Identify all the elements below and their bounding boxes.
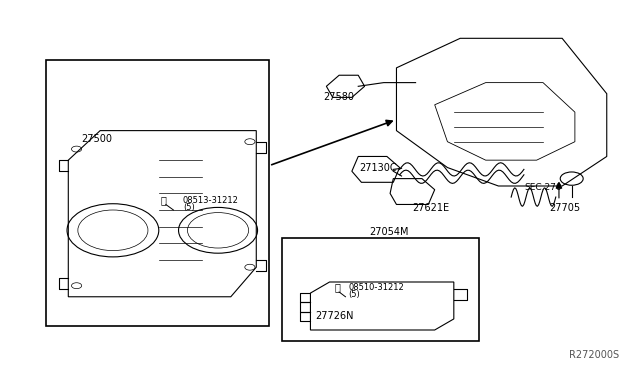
Text: 08510-31212: 08510-31212: [349, 283, 404, 292]
Text: SEC.270: SEC.270: [524, 183, 561, 192]
Text: 27726N: 27726N: [315, 311, 353, 321]
Text: 27580: 27580: [324, 92, 355, 102]
Text: (5): (5): [183, 202, 195, 212]
Text: Ⓢ: Ⓢ: [161, 195, 167, 205]
Bar: [46, 61, 269, 326]
Text: 08513-31212: 08513-31212: [183, 196, 239, 205]
Text: R272000S: R272000S: [570, 350, 620, 359]
Text: 27054M: 27054M: [370, 227, 409, 237]
Text: 27500: 27500: [81, 134, 112, 144]
Text: 27621E: 27621E: [412, 203, 449, 213]
Text: 27130C: 27130C: [360, 163, 397, 173]
Text: 27705: 27705: [549, 203, 580, 213]
Bar: [282, 238, 479, 341]
Text: Ⓢ: Ⓢ: [335, 283, 340, 292]
Text: (5): (5): [349, 291, 360, 299]
